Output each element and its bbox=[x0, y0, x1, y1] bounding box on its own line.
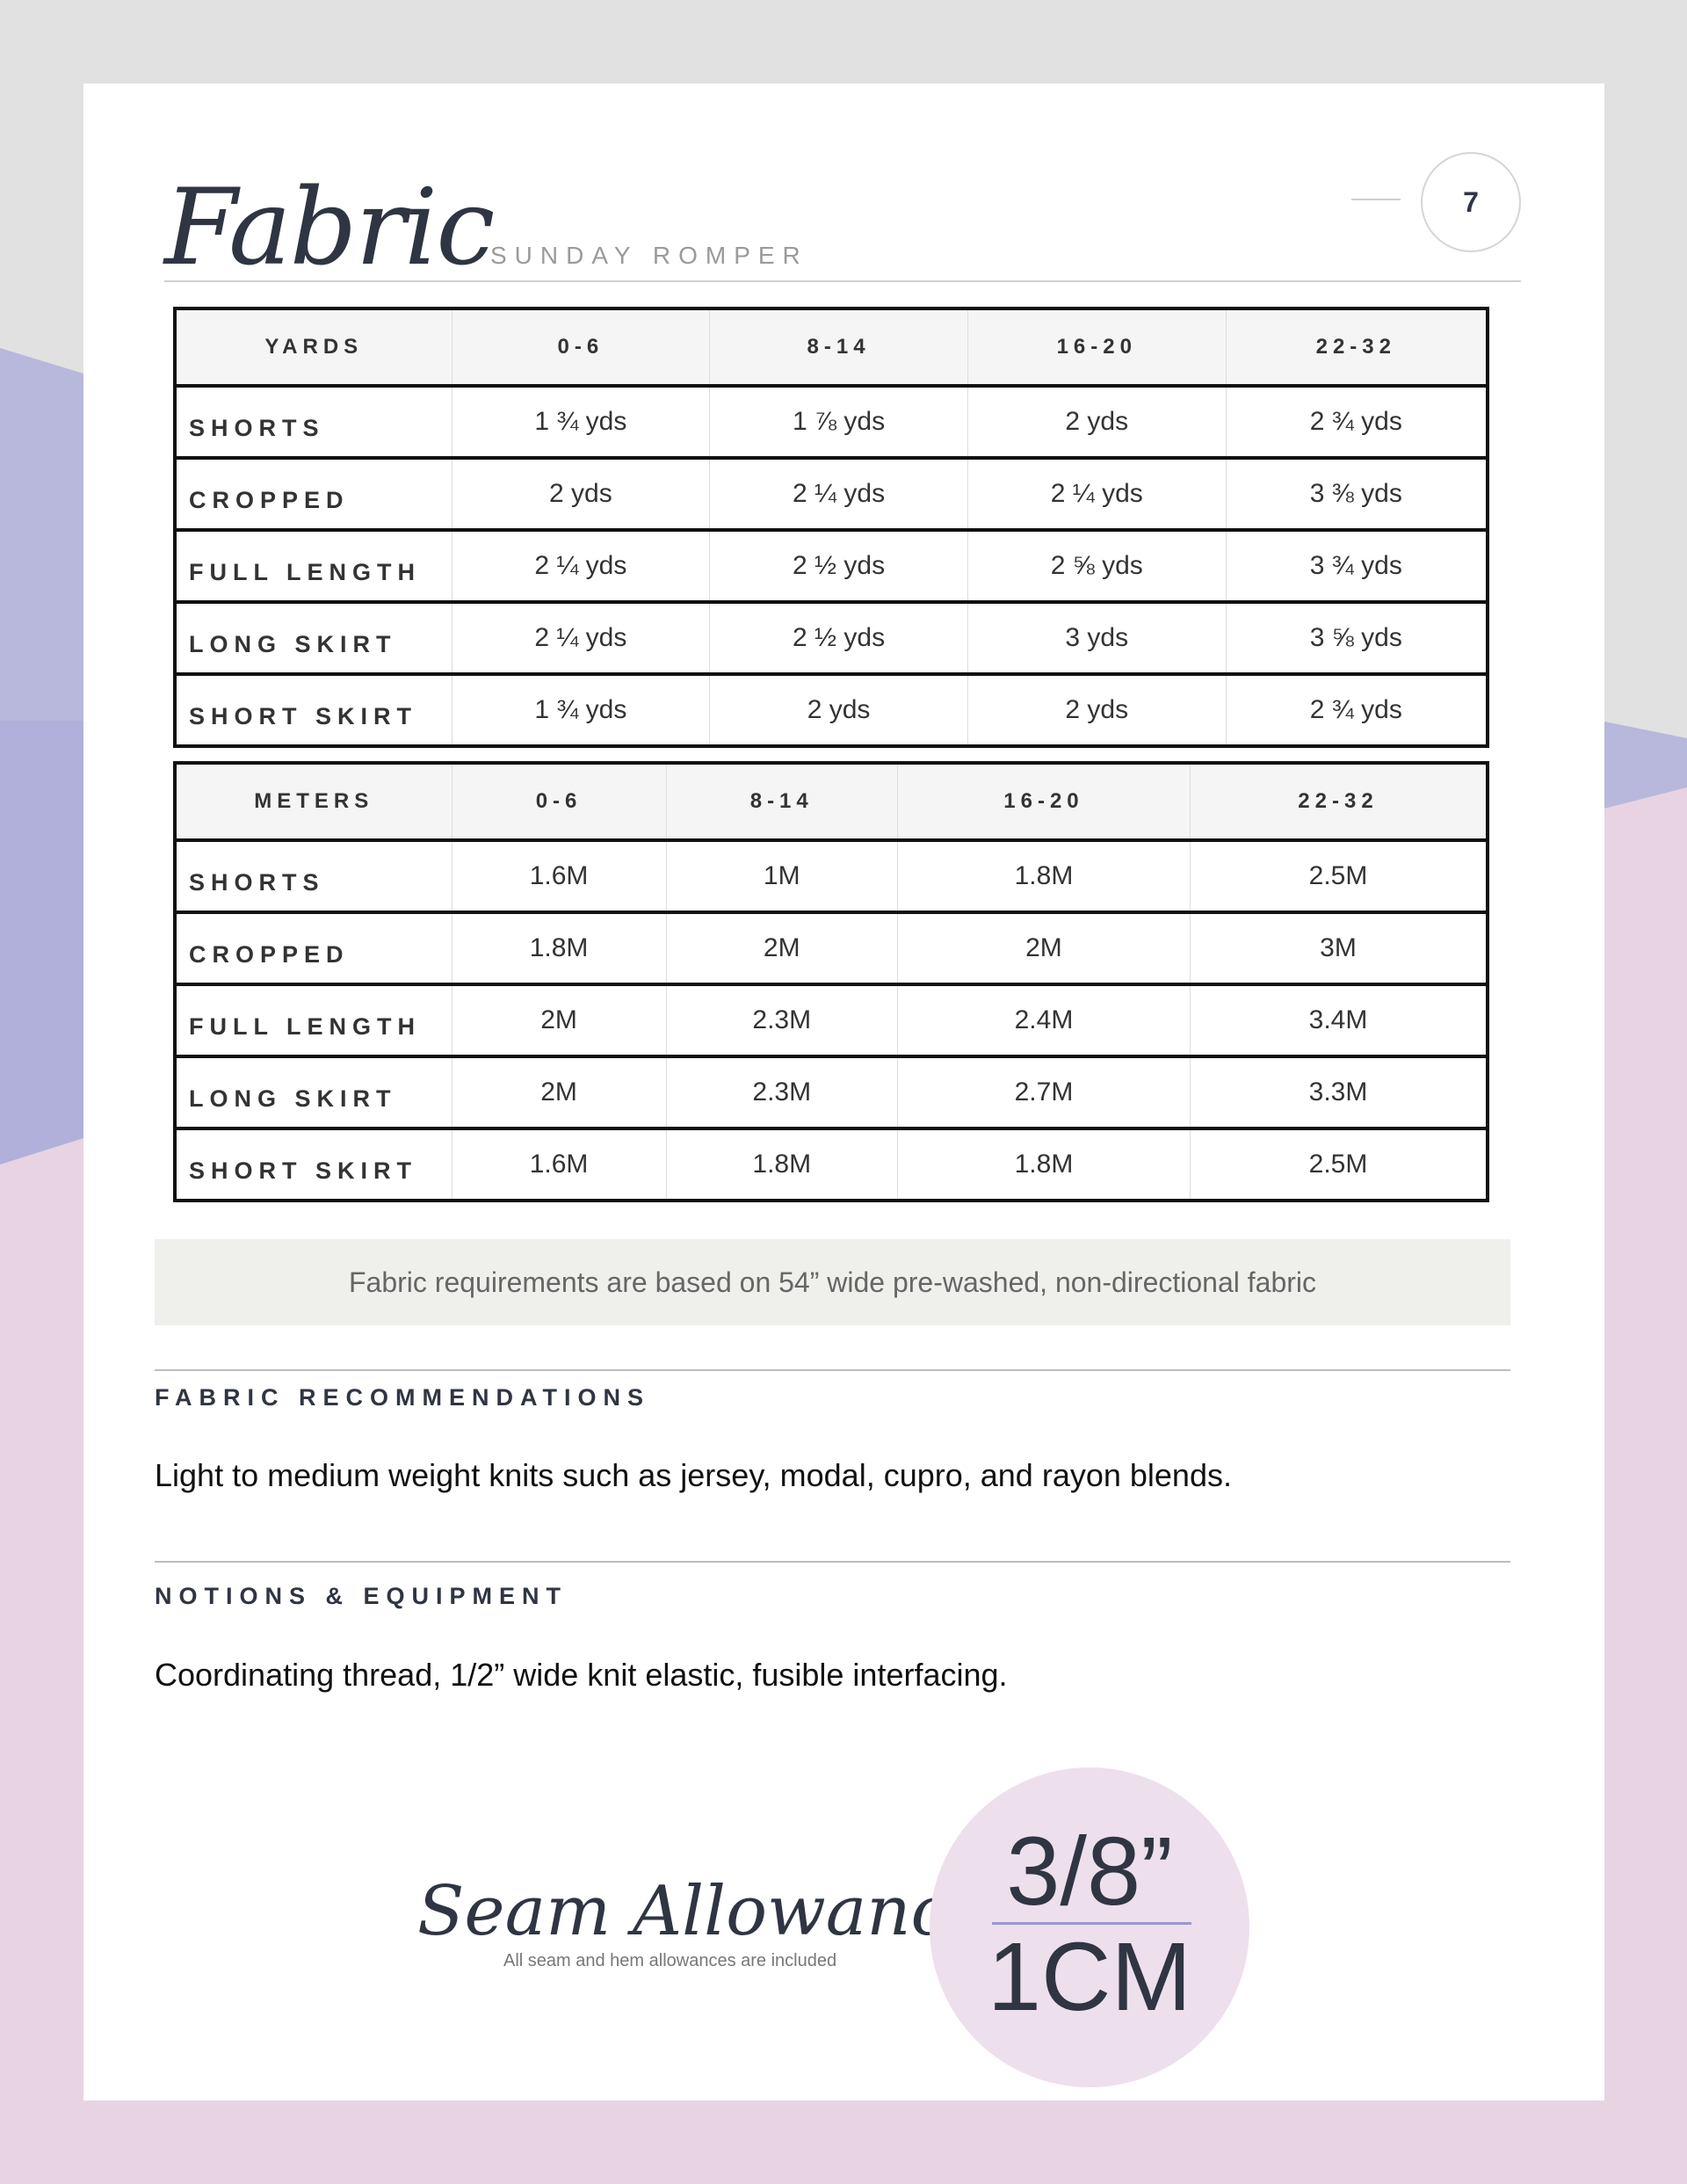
style-label: CROPPED bbox=[174, 458, 452, 530]
amount-cell: 2 yds bbox=[967, 386, 1227, 458]
style-label: FULL LENGTH bbox=[174, 984, 452, 1056]
style-label: SHORT SKIRT bbox=[174, 674, 452, 746]
amount-cell: 2 yds bbox=[451, 458, 710, 530]
amount-cell: 3M bbox=[1190, 912, 1488, 984]
table-row: LONG SKIRT 2M 2.3M 2.7M 3.3M bbox=[174, 1056, 1488, 1128]
table-row: LONG SKIRT 2 ¼ yds 2 ½ yds 3 yds 3 ⅝ yds bbox=[174, 602, 1488, 674]
amount-cell: 2M bbox=[451, 984, 667, 1056]
amount-cell: 3 yds bbox=[967, 602, 1227, 674]
seam-allowance-metric: 1CM bbox=[987, 1923, 1192, 2031]
table-row: FULL LENGTH 2 ¼ yds 2 ½ yds 2 ⅝ yds 3 ¾ yds bbox=[174, 530, 1488, 602]
amount-cell: 3 ⅜ yds bbox=[1225, 458, 1488, 530]
amount-cell: 2 ¼ yds bbox=[451, 602, 710, 674]
amount-cell: 2M bbox=[665, 912, 898, 984]
page-title: Fabric bbox=[164, 167, 495, 289]
divider bbox=[992, 1922, 1191, 1925]
divider bbox=[155, 1369, 1510, 1371]
amount-cell: 2 ⅝ yds bbox=[967, 530, 1227, 602]
amount-cell: 2M bbox=[451, 1056, 667, 1128]
amount-cell: 2M bbox=[896, 912, 1191, 984]
style-label: LONG SKIRT bbox=[174, 602, 452, 674]
pattern-page: Fabric SUNDAY ROMPER 7 YARDS 0-6 8-14 16-20… bbox=[83, 83, 1604, 2101]
unit-header: YARDS bbox=[174, 308, 452, 386]
amount-cell: 2 ¼ yds bbox=[451, 530, 710, 602]
seam-allowance-badge bbox=[930, 1767, 1249, 2087]
amount-cell: 2.7M bbox=[896, 1056, 1191, 1128]
amount-cell: 1.8M bbox=[665, 1128, 898, 1201]
header-row: YARDS 0-6 8-14 16-20 22-32 bbox=[174, 308, 1488, 386]
table-row: SHORTS 1.6M 1M 1.8M 2.5M bbox=[174, 840, 1488, 912]
fabric-note: Fabric requirements are based on 54” wid… bbox=[155, 1239, 1510, 1325]
notions-heading: NOTIONS & EQUIPMENT bbox=[155, 1583, 568, 1609]
yards-table: YARDS 0-6 8-14 16-20 22-32 SHORTS 1 ¾ yds 1 ⅞ y… bbox=[173, 307, 1489, 748]
amount-cell: 1.8M bbox=[896, 840, 1191, 912]
amount-cell: 1.6M bbox=[451, 840, 667, 912]
style-label: SHORTS bbox=[174, 386, 452, 458]
amount-cell: 2 ¼ yds bbox=[967, 458, 1227, 530]
table-row: SHORT SKIRT 1 ¾ yds 2 yds 2 yds 2 ¾ yds bbox=[174, 674, 1488, 746]
amount-cell: 2.3M bbox=[665, 1056, 898, 1128]
unit-header: METERS bbox=[174, 763, 452, 840]
size-header: 16-20 bbox=[967, 308, 1227, 386]
amount-cell: 2.5M bbox=[1190, 1128, 1488, 1201]
amount-cell: 1.8M bbox=[896, 1128, 1191, 1201]
size-header: 8-14 bbox=[665, 763, 898, 840]
divider bbox=[164, 280, 1521, 282]
amount-cell: 2 ½ yds bbox=[709, 530, 968, 602]
amount-cell: 2.4M bbox=[896, 984, 1191, 1056]
style-label: SHORT SKIRT bbox=[174, 1128, 452, 1201]
table-row: CROPPED 1.8M 2M 2M 3M bbox=[174, 912, 1488, 984]
amount-cell: 3 ⅝ yds bbox=[1225, 602, 1488, 674]
meters-table: METERS 0-6 8-14 16-20 22-32 SHORTS 1.6M 1M 1.8M 2… bbox=[173, 761, 1489, 1202]
recommendations-heading: FABRIC RECOMMENDATIONS bbox=[155, 1384, 650, 1411]
style-label: FULL LENGTH bbox=[174, 530, 452, 602]
amount-cell: 2 ½ yds bbox=[709, 602, 968, 674]
size-header: 16-20 bbox=[896, 763, 1191, 840]
table-row: SHORTS 1 ¾ yds 1 ⅞ yds 2 yds 2 ¾ yds bbox=[174, 386, 1488, 458]
amount-cell: 2 ¼ yds bbox=[709, 458, 968, 530]
seam-allowance-imperial: 3/8” bbox=[1006, 1818, 1173, 1926]
page-number: 7 bbox=[1421, 152, 1521, 252]
style-label: SHORTS bbox=[174, 840, 452, 912]
recommendations-text: Light to medium weight knits such as jer… bbox=[155, 1457, 1232, 1493]
style-label: LONG SKIRT bbox=[174, 1056, 452, 1128]
divider bbox=[1351, 199, 1401, 200]
size-header: 22-32 bbox=[1190, 763, 1488, 840]
amount-cell: 1M bbox=[665, 840, 898, 912]
size-header: 0-6 bbox=[451, 763, 667, 840]
seam-allowance-subtitle: All seam and hem allowances are included bbox=[503, 1951, 837, 1970]
amount-cell: 1 ¾ yds bbox=[451, 674, 710, 746]
amount-cell: 2.3M bbox=[665, 984, 898, 1056]
table-row: FULL LENGTH 2M 2.3M 2.4M 3.4M bbox=[174, 984, 1488, 1056]
amount-cell: 3.3M bbox=[1190, 1056, 1488, 1128]
table-row: SHORT SKIRT 1.6M 1.8M 1.8M 2.5M bbox=[174, 1128, 1488, 1201]
amount-cell: 3.4M bbox=[1190, 984, 1488, 1056]
divider bbox=[155, 1561, 1510, 1563]
table-row: CROPPED 2 yds 2 ¼ yds 2 ¼ yds 3 ⅜ yds bbox=[174, 458, 1488, 530]
pattern-name: SUNDAY ROMPER bbox=[490, 242, 808, 269]
header-row: METERS 0-6 8-14 16-20 22-32 bbox=[174, 763, 1488, 840]
amount-cell: 2.5M bbox=[1190, 840, 1488, 912]
amount-cell: 3 ¾ yds bbox=[1225, 530, 1488, 602]
amount-cell: 2 ¾ yds bbox=[1225, 674, 1488, 746]
size-header: 0-6 bbox=[451, 308, 710, 386]
amount-cell: 1.6M bbox=[451, 1128, 667, 1201]
amount-cell: 1 ¾ yds bbox=[451, 386, 710, 458]
amount-cell: 2 yds bbox=[967, 674, 1227, 746]
amount-cell: 1.8M bbox=[451, 912, 667, 984]
notions-text: Coordinating thread, 1/2” wide knit elas… bbox=[155, 1657, 1008, 1693]
style-label: CROPPED bbox=[174, 912, 452, 984]
amount-cell: 1 ⅞ yds bbox=[709, 386, 968, 458]
amount-cell: 2 ¾ yds bbox=[1225, 386, 1488, 458]
seam-allowance-title: Seam Allowance bbox=[417, 1872, 990, 1951]
size-header: 22-32 bbox=[1225, 308, 1488, 386]
amount-cell: 2 yds bbox=[709, 674, 968, 746]
size-header: 8-14 bbox=[709, 308, 968, 386]
